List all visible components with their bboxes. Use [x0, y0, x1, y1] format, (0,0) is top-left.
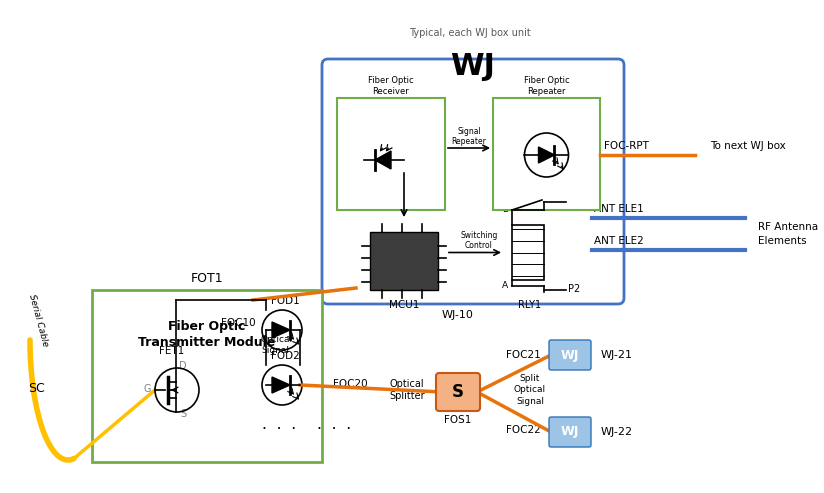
Text: G: G — [143, 384, 151, 394]
Text: FOD1: FOD1 — [270, 296, 299, 306]
Text: PD1: PD1 — [342, 107, 366, 117]
Text: S: S — [180, 409, 186, 419]
Text: Optical
Signal: Optical Signal — [261, 335, 293, 355]
Text: Signal
Repeater: Signal Repeater — [452, 127, 486, 146]
Text: ANT ELE2: ANT ELE2 — [594, 236, 644, 246]
Text: MCU1: MCU1 — [389, 300, 419, 310]
Text: WJ: WJ — [561, 349, 579, 361]
Text: FOC20: FOC20 — [333, 379, 368, 389]
FancyBboxPatch shape — [493, 98, 600, 210]
Text: Optical
Splitter: Optical Splitter — [389, 379, 425, 401]
Text: FOD3: FOD3 — [564, 107, 595, 117]
FancyBboxPatch shape — [436, 373, 480, 411]
FancyBboxPatch shape — [92, 290, 322, 462]
Text: Fiber Optic
Receiver: Fiber Optic Receiver — [368, 76, 414, 96]
FancyBboxPatch shape — [549, 340, 591, 370]
Text: S: S — [452, 383, 464, 401]
Text: FOC21: FOC21 — [506, 350, 541, 360]
FancyBboxPatch shape — [549, 417, 591, 447]
Text: Fiber Optic
Repeater: Fiber Optic Repeater — [524, 76, 569, 96]
Text: FOC10: FOC10 — [221, 318, 255, 328]
Text: RLY1: RLY1 — [518, 300, 541, 310]
Text: WJ: WJ — [561, 425, 579, 438]
Text: FOC-RPT: FOC-RPT — [604, 141, 648, 151]
Text: FOC22: FOC22 — [506, 425, 541, 435]
Text: FOD2: FOD2 — [270, 351, 299, 361]
Polygon shape — [272, 377, 290, 393]
FancyBboxPatch shape — [322, 59, 624, 304]
Polygon shape — [539, 147, 555, 163]
FancyBboxPatch shape — [337, 98, 445, 210]
Polygon shape — [375, 151, 391, 169]
Text: FOT1: FOT1 — [190, 272, 223, 285]
Text: P2: P2 — [568, 284, 580, 294]
Text: ANT ELE1: ANT ELE1 — [594, 204, 644, 214]
Text: WJ-22: WJ-22 — [601, 427, 633, 437]
Text: B: B — [502, 206, 508, 214]
Text: Serial Cable: Serial Cable — [26, 293, 49, 347]
Text: FOS1: FOS1 — [444, 415, 471, 425]
Text: A: A — [502, 282, 508, 290]
Text: WJ-21: WJ-21 — [601, 350, 633, 360]
Text: Split
Optical
Signal: Split Optical Signal — [514, 374, 546, 406]
Text: To next WJ box: To next WJ box — [710, 141, 786, 151]
FancyBboxPatch shape — [370, 232, 438, 290]
Text: Switching
Control: Switching Control — [461, 231, 498, 250]
Text: Fiber Optic
Transmitter Module: Fiber Optic Transmitter Module — [138, 320, 275, 349]
Text: WJ-10: WJ-10 — [442, 310, 474, 320]
Polygon shape — [272, 322, 290, 338]
Text: ·  ·  ·: · · · — [262, 423, 296, 437]
Text: FET1: FET1 — [159, 346, 185, 356]
Bar — [512, 225, 544, 280]
Text: ·  ·  ·: · · · — [317, 423, 351, 437]
Text: WJ: WJ — [451, 52, 495, 81]
Text: P1: P1 — [568, 196, 580, 206]
Text: SC: SC — [28, 382, 44, 395]
Text: D: D — [179, 361, 187, 371]
Text: Serial
Data: Serial Data — [370, 172, 392, 191]
Text: RF Antenna
Elements: RF Antenna Elements — [758, 222, 818, 246]
Text: Typical, each WJ box unit: Typical, each WJ box unit — [410, 28, 531, 38]
